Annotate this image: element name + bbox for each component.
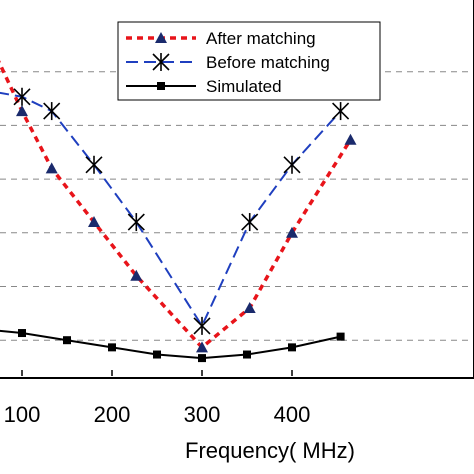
legend-label-0: After matching — [206, 29, 316, 48]
series-2-marker-4 — [153, 350, 161, 359]
grid-lines — [0, 71, 474, 341]
series-1-marker-3 — [85, 155, 103, 174]
plot-frame — [0, 0, 474, 379]
series-2-marker-5 — [198, 354, 206, 363]
legend-marker-1 — [152, 53, 170, 71]
series-0-marker-5 — [243, 301, 256, 313]
series-markers — [13, 87, 357, 363]
series-2-marker-7 — [288, 343, 296, 352]
series-1-marker-1 — [13, 87, 31, 106]
series-2-marker-2 — [63, 336, 71, 345]
series-1-marker-7 — [283, 155, 301, 174]
legend-marker-2 — [157, 82, 165, 90]
series-line-1 — [0, 91, 342, 328]
series-1-marker-5 — [193, 316, 211, 335]
legend-marker-0 — [155, 32, 167, 43]
series-2-marker-3 — [108, 343, 116, 352]
legend: After matching Before matching Simulated — [117, 21, 381, 101]
series-2-marker-1 — [18, 329, 26, 338]
legend-label-2: Simulated — [206, 77, 282, 96]
series-line-2 — [0, 329, 341, 360]
x-tick-label-200: 200 — [94, 402, 131, 427]
x-axis-title: Frequency( MHz) — [185, 438, 355, 463]
series-1-marker-8 — [332, 102, 350, 121]
series-0-marker-1 — [45, 162, 58, 174]
series-1-marker-4 — [127, 213, 145, 232]
series-0-marker-7 — [344, 133, 357, 145]
series-line-0 — [0, 60, 352, 350]
x-tick-label-100: 100 — [4, 402, 41, 427]
series-0-marker-4 — [196, 341, 208, 353]
series-0-marker-2 — [88, 216, 100, 228]
series-0-marker-3 — [130, 269, 143, 281]
x-tick-label-400: 400 — [274, 402, 311, 427]
series-0-marker-0 — [16, 105, 28, 117]
series-1-marker-2 — [43, 102, 61, 121]
series-0-marker-6 — [286, 226, 298, 238]
series-2-marker-6 — [243, 350, 251, 359]
series-lines — [0, 60, 352, 360]
series-2-marker-8 — [336, 332, 345, 341]
x-tick-label-300: 300 — [184, 402, 221, 427]
x-axis: 100 200 300 400 — [4, 370, 311, 427]
series-1-marker-6 — [241, 213, 259, 232]
legend-label-1: Before matching — [206, 53, 330, 72]
